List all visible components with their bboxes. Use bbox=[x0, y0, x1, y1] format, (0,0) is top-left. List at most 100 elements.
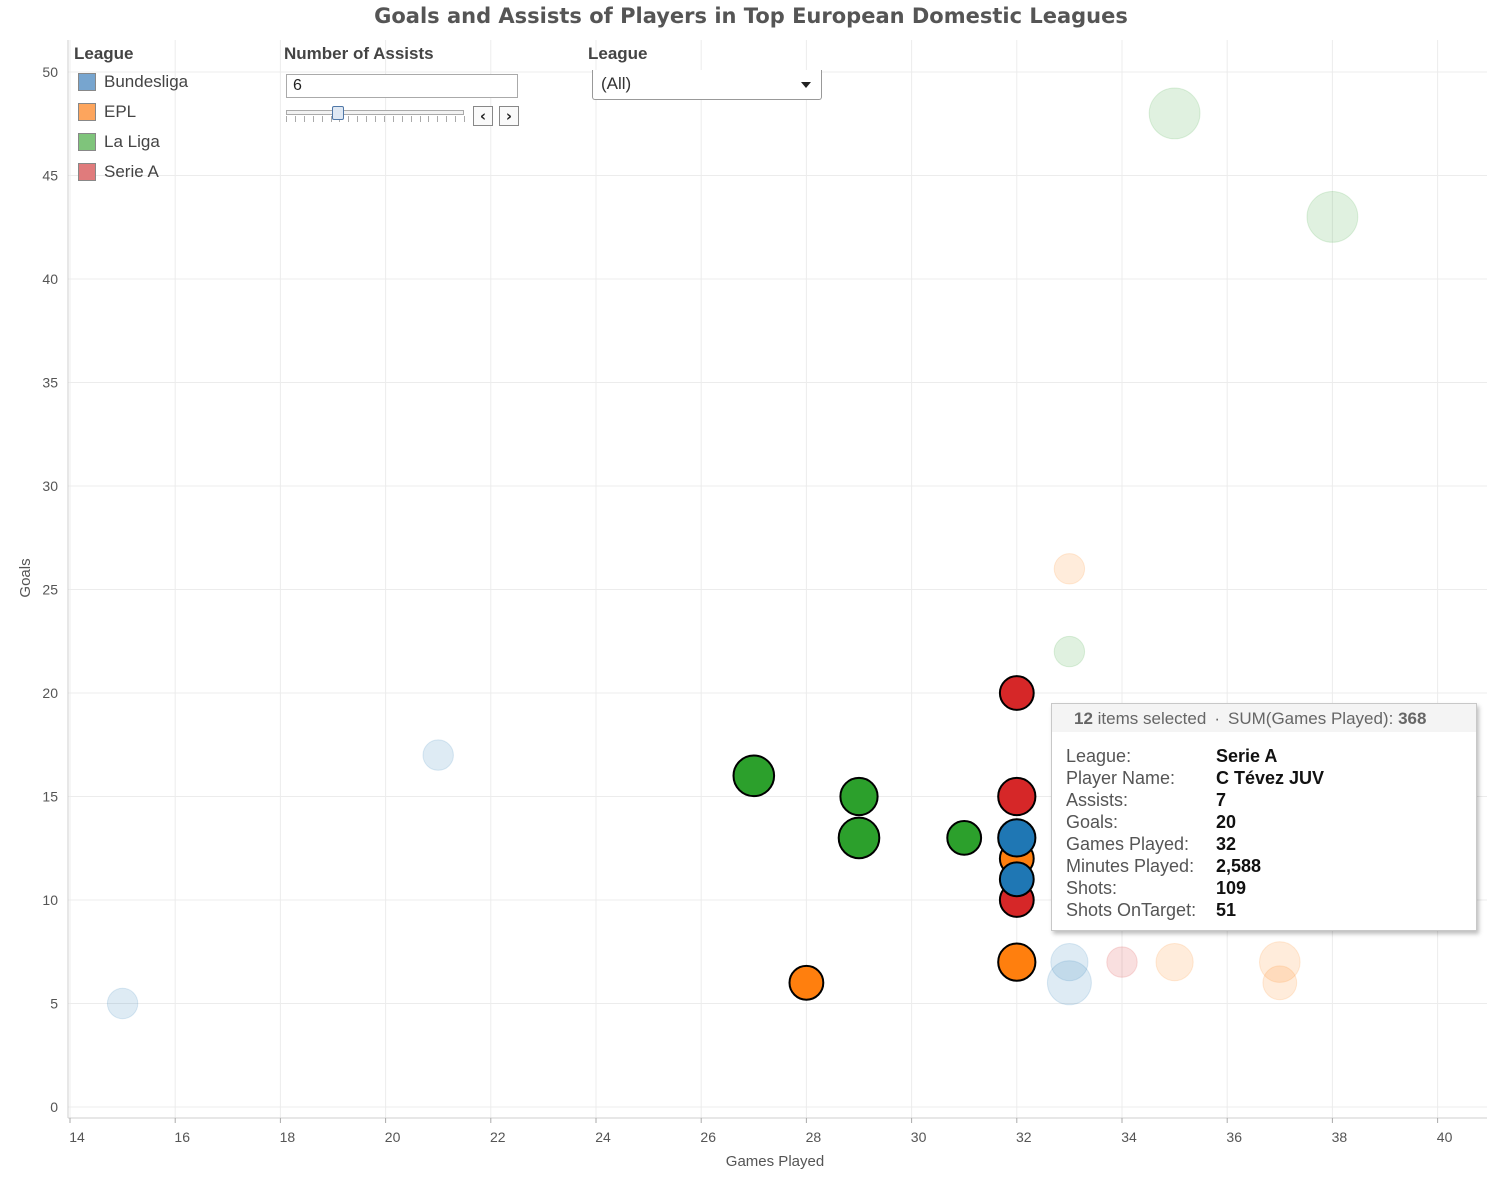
tooltip-row: Shots: 109 bbox=[1066, 878, 1247, 898]
x-tick-label: 34 bbox=[1121, 1129, 1137, 1145]
data-point-epl[interactable] bbox=[1259, 941, 1301, 983]
assists-filter: Number of Assists ‹ › bbox=[282, 40, 542, 140]
y-tick-label: 40 bbox=[42, 271, 58, 287]
legend-item-la-liga[interactable]: La Liga bbox=[78, 130, 160, 154]
selection-tooltip: 12 items selected · SUM(Games Played): 368… bbox=[1051, 703, 1477, 931]
chevron-right-icon: › bbox=[505, 106, 513, 125]
y-tick-label: 25 bbox=[42, 582, 58, 598]
y-tick-label: 0 bbox=[50, 1099, 58, 1115]
x-tick-label: 36 bbox=[1226, 1129, 1242, 1145]
league-filter-title: League bbox=[588, 44, 648, 63]
slider-tick bbox=[321, 116, 323, 122]
legend-label: EPL bbox=[104, 102, 137, 121]
legend-swatch bbox=[78, 163, 96, 181]
slider-tick bbox=[455, 116, 457, 122]
chart-title: Goals and Assists of Players in Top Euro… bbox=[374, 4, 1128, 28]
x-tick-label: 20 bbox=[385, 1129, 401, 1145]
tooltip-row: Goals: 20 bbox=[1066, 812, 1237, 832]
assists-slider-track[interactable] bbox=[286, 110, 464, 115]
sum-value: 368 bbox=[1398, 709, 1427, 728]
data-point-serie-a[interactable] bbox=[997, 776, 1037, 817]
slider-tick bbox=[348, 116, 350, 122]
data-point-la-liga[interactable] bbox=[837, 816, 881, 860]
slider-tick bbox=[401, 116, 403, 122]
chevron-down-icon bbox=[801, 82, 811, 88]
slider-tick bbox=[312, 116, 314, 122]
selected-count: 12 bbox=[1074, 709, 1093, 728]
assists-filter-title: Number of Assists bbox=[284, 44, 434, 63]
slider-tick bbox=[303, 116, 305, 122]
league-dropdown[interactable]: (All) bbox=[592, 70, 822, 100]
x-tick-label: 18 bbox=[280, 1129, 296, 1145]
x-tick-label: 24 bbox=[595, 1129, 611, 1145]
slider-tick bbox=[330, 116, 332, 122]
y-tick-label: 50 bbox=[42, 64, 58, 80]
x-tick-label: 32 bbox=[1016, 1129, 1032, 1145]
tooltip-row: Assists: 7 bbox=[1066, 790, 1227, 810]
data-point-bundesliga[interactable] bbox=[998, 861, 1035, 898]
slider-tick bbox=[366, 116, 368, 122]
legend-swatch bbox=[78, 133, 96, 151]
league-dropdown-value: (All) bbox=[601, 74, 632, 93]
data-point-epl[interactable] bbox=[1053, 553, 1086, 585]
assists-slider-thumb[interactable] bbox=[332, 106, 344, 120]
x-tick-label: 14 bbox=[69, 1129, 85, 1145]
data-point-bundesliga[interactable] bbox=[1050, 943, 1089, 982]
data-point-bundesliga[interactable] bbox=[422, 739, 454, 771]
slider-tick bbox=[294, 116, 296, 122]
x-tick-label: 22 bbox=[490, 1129, 506, 1145]
legend-title: League bbox=[74, 44, 134, 63]
previous-value-button[interactable]: ‹ bbox=[473, 106, 493, 126]
y-tick-label: 5 bbox=[50, 996, 58, 1012]
y-axis-label: Goals bbox=[17, 558, 34, 597]
data-point-epl[interactable] bbox=[1262, 965, 1298, 1001]
tooltip-row: League: Serie A bbox=[1066, 746, 1278, 766]
data-point-epl[interactable] bbox=[1155, 943, 1194, 982]
data-point-la-liga[interactable] bbox=[946, 820, 983, 856]
data-point-la-liga[interactable] bbox=[839, 776, 879, 817]
tooltip-header: 12 items selected · SUM(Games Played): 368 bbox=[1052, 704, 1476, 732]
data-point-la-liga[interactable] bbox=[1053, 635, 1086, 668]
data-points[interactable] bbox=[106, 87, 1359, 1020]
x-tick-label: 26 bbox=[700, 1129, 716, 1145]
legend-item-serie-a[interactable]: Serie A bbox=[78, 160, 159, 184]
y-tick-label: 20 bbox=[42, 685, 58, 701]
x-tick-label: 38 bbox=[1332, 1129, 1348, 1145]
slider-tick bbox=[392, 116, 394, 122]
data-point-epl[interactable] bbox=[997, 942, 1037, 982]
x-axis-label: Games Played bbox=[726, 1153, 824, 1170]
data-point-la-liga[interactable] bbox=[1306, 191, 1359, 243]
x-tick-label: 16 bbox=[174, 1129, 190, 1145]
data-point-bundesliga[interactable] bbox=[1046, 960, 1092, 1006]
y-tick-label: 15 bbox=[42, 789, 58, 805]
y-tick-label: 45 bbox=[42, 168, 58, 184]
next-value-button[interactable]: › bbox=[499, 106, 519, 126]
data-point-epl[interactable] bbox=[788, 964, 825, 1001]
chevron-left-icon: ‹ bbox=[479, 106, 487, 125]
grid-lines bbox=[68, 40, 1487, 1118]
slider-tick bbox=[437, 116, 439, 122]
x-tick-label: 28 bbox=[806, 1129, 822, 1145]
league-filter: League (All) bbox=[586, 40, 826, 110]
legend-item-bundesliga[interactable]: Bundesliga bbox=[78, 70, 188, 94]
tooltip-row: Shots OnTarget: 51 bbox=[1066, 900, 1237, 920]
slider-tick bbox=[375, 116, 376, 122]
data-point-serie-a[interactable] bbox=[1106, 946, 1138, 978]
assists-input[interactable] bbox=[286, 74, 518, 98]
legend-label: La Liga bbox=[104, 132, 160, 151]
data-point-la-liga[interactable] bbox=[732, 754, 776, 798]
legend-swatch bbox=[78, 103, 96, 121]
selected-count-label: items selected bbox=[1097, 709, 1207, 728]
legend-item-epl[interactable]: EPL bbox=[78, 100, 136, 124]
data-point-bundesliga[interactable] bbox=[997, 818, 1037, 858]
tooltip-row: Player Name: C Tévez JUV bbox=[1066, 768, 1325, 788]
legend-label: Serie A bbox=[104, 162, 159, 181]
data-point-serie-a[interactable] bbox=[998, 675, 1035, 711]
data-point-bundesliga[interactable] bbox=[106, 987, 139, 1020]
data-point-la-liga[interactable] bbox=[1148, 87, 1201, 140]
tooltip-row: Games Played: 32 bbox=[1066, 834, 1237, 854]
slider-tick bbox=[428, 116, 430, 122]
legend-label: Bundesliga bbox=[104, 72, 189, 91]
y-tick-label: 35 bbox=[42, 375, 58, 391]
